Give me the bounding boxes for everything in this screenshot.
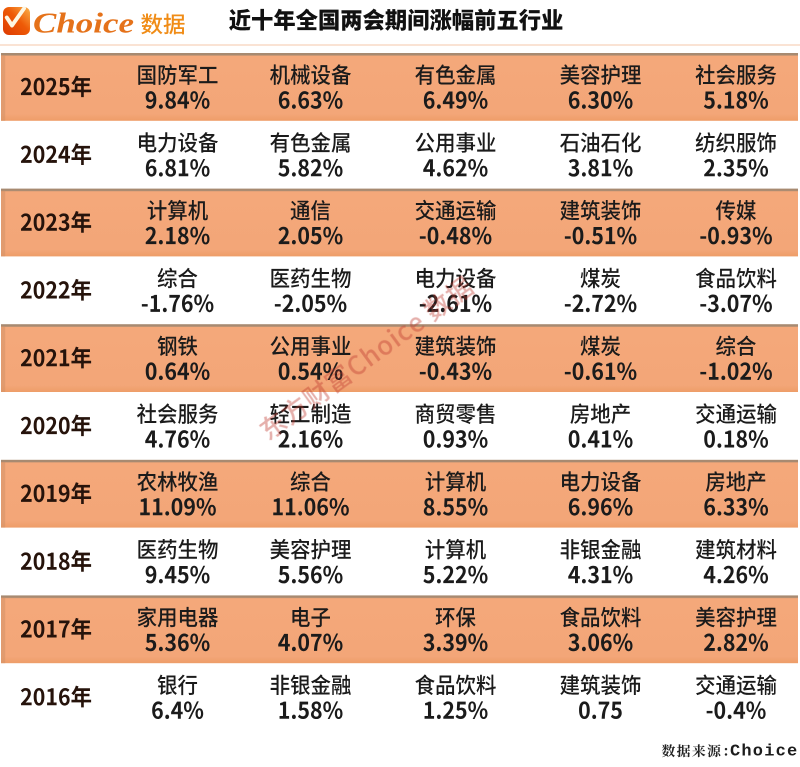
svg-text:Choice: Choice <box>33 8 134 40</box>
svg-text:Choice: Choice <box>730 743 798 762</box>
